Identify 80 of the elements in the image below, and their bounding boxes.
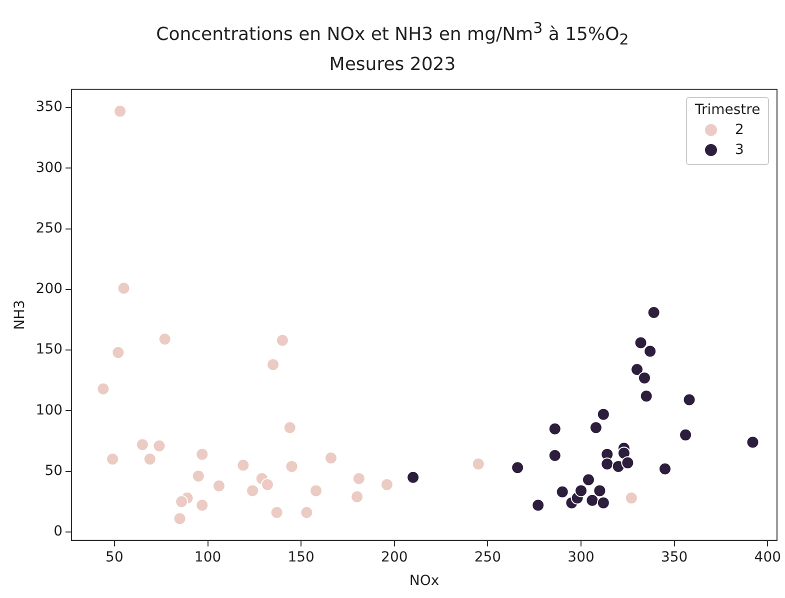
y-tick-label: 300 xyxy=(36,159,63,176)
point xyxy=(746,435,760,448)
point xyxy=(196,498,209,512)
x-tick-label: 50 xyxy=(106,549,124,566)
point xyxy=(548,448,562,462)
legend-title: Trimestre xyxy=(695,102,760,118)
x-tick-label: 300 xyxy=(568,549,594,566)
point xyxy=(593,484,606,497)
point xyxy=(152,438,166,452)
y-tick-label: 350 xyxy=(36,98,63,115)
y-axis-title: NH3 xyxy=(12,300,28,330)
x-axis-title: NOx xyxy=(409,572,440,589)
point xyxy=(112,346,125,359)
y-tick-label: 250 xyxy=(36,220,63,236)
chart-subtitle: Mesures 2023 xyxy=(328,52,457,77)
point xyxy=(658,462,672,475)
legend-label: 2 xyxy=(735,122,744,138)
x-tick-label: 200 xyxy=(381,549,408,566)
x-tick-label: 250 xyxy=(474,549,502,566)
point xyxy=(644,344,657,358)
point xyxy=(96,382,110,395)
x-tick-label: 350 xyxy=(660,549,688,566)
point xyxy=(106,452,120,466)
point xyxy=(266,358,280,371)
point xyxy=(589,420,602,434)
point xyxy=(647,306,660,319)
point xyxy=(511,460,524,474)
y-tick-label: 100 xyxy=(36,402,63,418)
y-tick-label: 0 xyxy=(54,523,63,540)
x-tick-label: 150 xyxy=(288,549,314,566)
point xyxy=(630,362,644,376)
point xyxy=(276,333,289,346)
point xyxy=(212,478,226,492)
point xyxy=(596,496,610,509)
point xyxy=(640,389,653,402)
point xyxy=(679,428,692,442)
chart-title: Concentrations en NOx et NH3 en mg/Nm$^{3}$ à 15%O$_{2}$ xyxy=(155,18,630,51)
point xyxy=(270,506,284,519)
point xyxy=(196,447,209,460)
point xyxy=(283,420,296,434)
y-tick-label: 150 xyxy=(36,341,63,358)
point xyxy=(192,469,205,482)
point xyxy=(117,281,130,294)
point xyxy=(472,457,485,470)
legend-label: 3 xyxy=(735,142,744,158)
point xyxy=(260,478,274,491)
point xyxy=(621,456,634,469)
point xyxy=(158,332,172,346)
point xyxy=(236,458,250,472)
point xyxy=(350,490,364,503)
point xyxy=(173,512,186,525)
point xyxy=(310,484,323,497)
x-tick-label: 400 xyxy=(754,549,782,566)
point xyxy=(556,485,569,498)
point xyxy=(634,336,648,349)
point xyxy=(532,498,545,512)
point xyxy=(617,446,630,460)
point xyxy=(582,472,595,486)
point xyxy=(114,104,127,118)
point xyxy=(682,392,696,406)
point xyxy=(600,457,614,470)
point xyxy=(406,470,420,484)
y-tick-label: 200 xyxy=(36,280,63,297)
point xyxy=(638,371,651,384)
point xyxy=(352,472,366,485)
y-tick-label: 50 xyxy=(44,462,63,479)
point xyxy=(380,478,394,491)
point xyxy=(324,451,338,464)
point xyxy=(136,438,149,451)
point xyxy=(246,484,260,497)
x-tick-label: 100 xyxy=(194,549,222,566)
point xyxy=(586,493,599,506)
point xyxy=(548,422,562,435)
point xyxy=(596,407,610,420)
point xyxy=(624,491,638,504)
point xyxy=(285,460,298,473)
point xyxy=(175,494,188,508)
point xyxy=(300,506,314,519)
point xyxy=(574,484,588,497)
point xyxy=(143,452,156,466)
